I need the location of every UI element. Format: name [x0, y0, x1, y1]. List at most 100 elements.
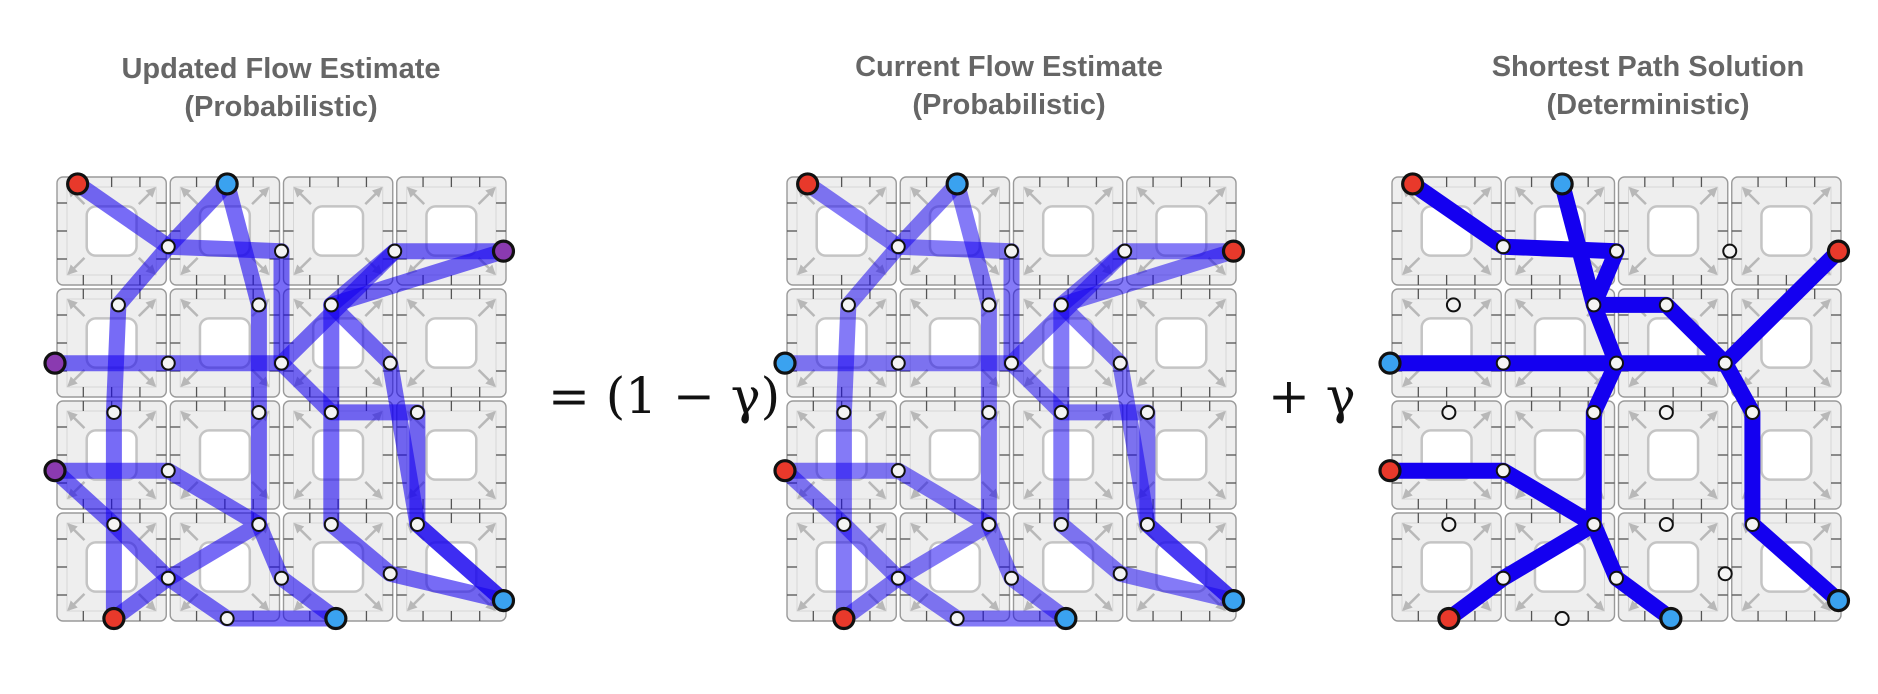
junction-node — [1445, 297, 1461, 313]
junction-node — [981, 297, 997, 313]
junction-node — [981, 516, 997, 532]
junction-node — [1609, 355, 1624, 371]
nodes — [43, 172, 516, 631]
sink-node — [215, 172, 239, 196]
title-line-2: (Probabilistic) — [184, 91, 378, 123]
grid-tile — [1391, 400, 1502, 510]
source-node — [1378, 459, 1402, 483]
junction-node — [890, 355, 906, 371]
junction-node — [890, 463, 906, 479]
junction-node — [1658, 297, 1674, 313]
title-line-1: Shortest Path Solution — [1491, 51, 1805, 83]
junction-node — [981, 404, 997, 420]
junction-node — [409, 404, 425, 420]
junction-node — [1495, 570, 1511, 586]
junction-node — [251, 516, 267, 532]
junction-node — [1658, 404, 1674, 420]
junction-node — [1744, 516, 1760, 532]
junction-node — [1004, 570, 1019, 586]
junction-node — [1139, 516, 1155, 532]
grid-tile — [1012, 176, 1124, 286]
flow-path — [323, 245, 506, 609]
junction-node — [409, 516, 425, 532]
junction-node — [1053, 516, 1069, 532]
source-node — [66, 172, 90, 196]
sink-node — [324, 606, 348, 631]
equation-plus-term: + γ — [1268, 367, 1356, 425]
junction-node — [387, 243, 403, 259]
junction-node — [160, 463, 176, 479]
source-node — [102, 606, 126, 631]
sink-node — [945, 172, 969, 196]
source-node — [796, 172, 820, 196]
title-line-1: Current Flow Estimate — [855, 51, 1163, 83]
junction-node — [1586, 516, 1602, 532]
flow-path — [219, 181, 341, 625]
junction-node — [1586, 404, 1602, 420]
sink-node — [1378, 351, 1402, 375]
sink-node — [491, 588, 516, 613]
flow-path — [949, 181, 1071, 625]
junction-node — [323, 404, 339, 420]
junction-node — [1744, 404, 1760, 420]
junction-node — [219, 611, 235, 627]
title-updated-flow: Updated Flow Estimate (Probabilistic) — [51, 50, 511, 126]
junction-node — [106, 404, 122, 420]
junction-node — [106, 516, 122, 532]
title-line-2: (Probabilistic) — [912, 89, 1106, 121]
panel-shortest-path — [1378, 172, 1851, 631]
junction-node — [890, 239, 906, 255]
nodes — [773, 172, 1246, 631]
junction-node — [1441, 516, 1457, 532]
panel-current-flow — [773, 172, 1246, 631]
grid-tile — [1126, 288, 1237, 398]
junction-node — [110, 297, 126, 313]
junction-node — [1658, 516, 1674, 532]
junction-node — [836, 516, 852, 532]
title-line-1: Updated Flow Estimate — [121, 53, 441, 85]
junction-node — [1717, 566, 1733, 582]
title-current-flow: Current Flow Estimate (Probabilistic) — [779, 48, 1239, 124]
junction-node — [1117, 243, 1133, 259]
junction-node — [1004, 355, 1019, 371]
junction-node — [890, 570, 906, 586]
flow-path — [1053, 245, 1236, 609]
source-node — [832, 606, 856, 631]
junction-node — [1586, 297, 1602, 313]
sink-node — [773, 351, 797, 375]
junction-node — [1441, 404, 1457, 420]
junction-node — [382, 566, 398, 582]
junction-node — [274, 243, 289, 259]
grid-tile — [282, 176, 394, 286]
junction-node — [1717, 355, 1733, 371]
source-node — [491, 239, 516, 263]
sink-node — [1550, 172, 1574, 196]
junction-node — [160, 355, 176, 371]
junction-node — [1722, 243, 1738, 259]
junction-node — [160, 570, 176, 586]
panel-updated-flow — [43, 172, 516, 631]
equation-equals-term: = (1 − γ) — [548, 367, 780, 425]
source-node — [1401, 172, 1425, 196]
grid-tile — [1731, 176, 1842, 286]
junction-node — [840, 297, 856, 313]
sink-node — [1659, 606, 1683, 631]
source-node — [1826, 239, 1851, 263]
junction-node — [1609, 570, 1624, 586]
source-node — [43, 459, 67, 483]
junction-node — [1139, 404, 1155, 420]
junction-node — [1112, 355, 1128, 371]
sink-node — [43, 351, 67, 375]
junction-node — [836, 404, 852, 420]
title-shortest-path: Shortest Path Solution (Deterministic) — [1418, 48, 1878, 124]
junction-node — [382, 355, 398, 371]
junction-node — [1495, 239, 1511, 255]
source-node — [773, 459, 797, 483]
title-line-2: (Deterministic) — [1546, 89, 1750, 121]
nodes — [1378, 172, 1851, 631]
junction-node — [274, 355, 289, 371]
grid-tile — [1617, 176, 1729, 286]
grid-tile — [1617, 400, 1729, 510]
sink-node — [1221, 588, 1246, 613]
junction-node — [1053, 404, 1069, 420]
